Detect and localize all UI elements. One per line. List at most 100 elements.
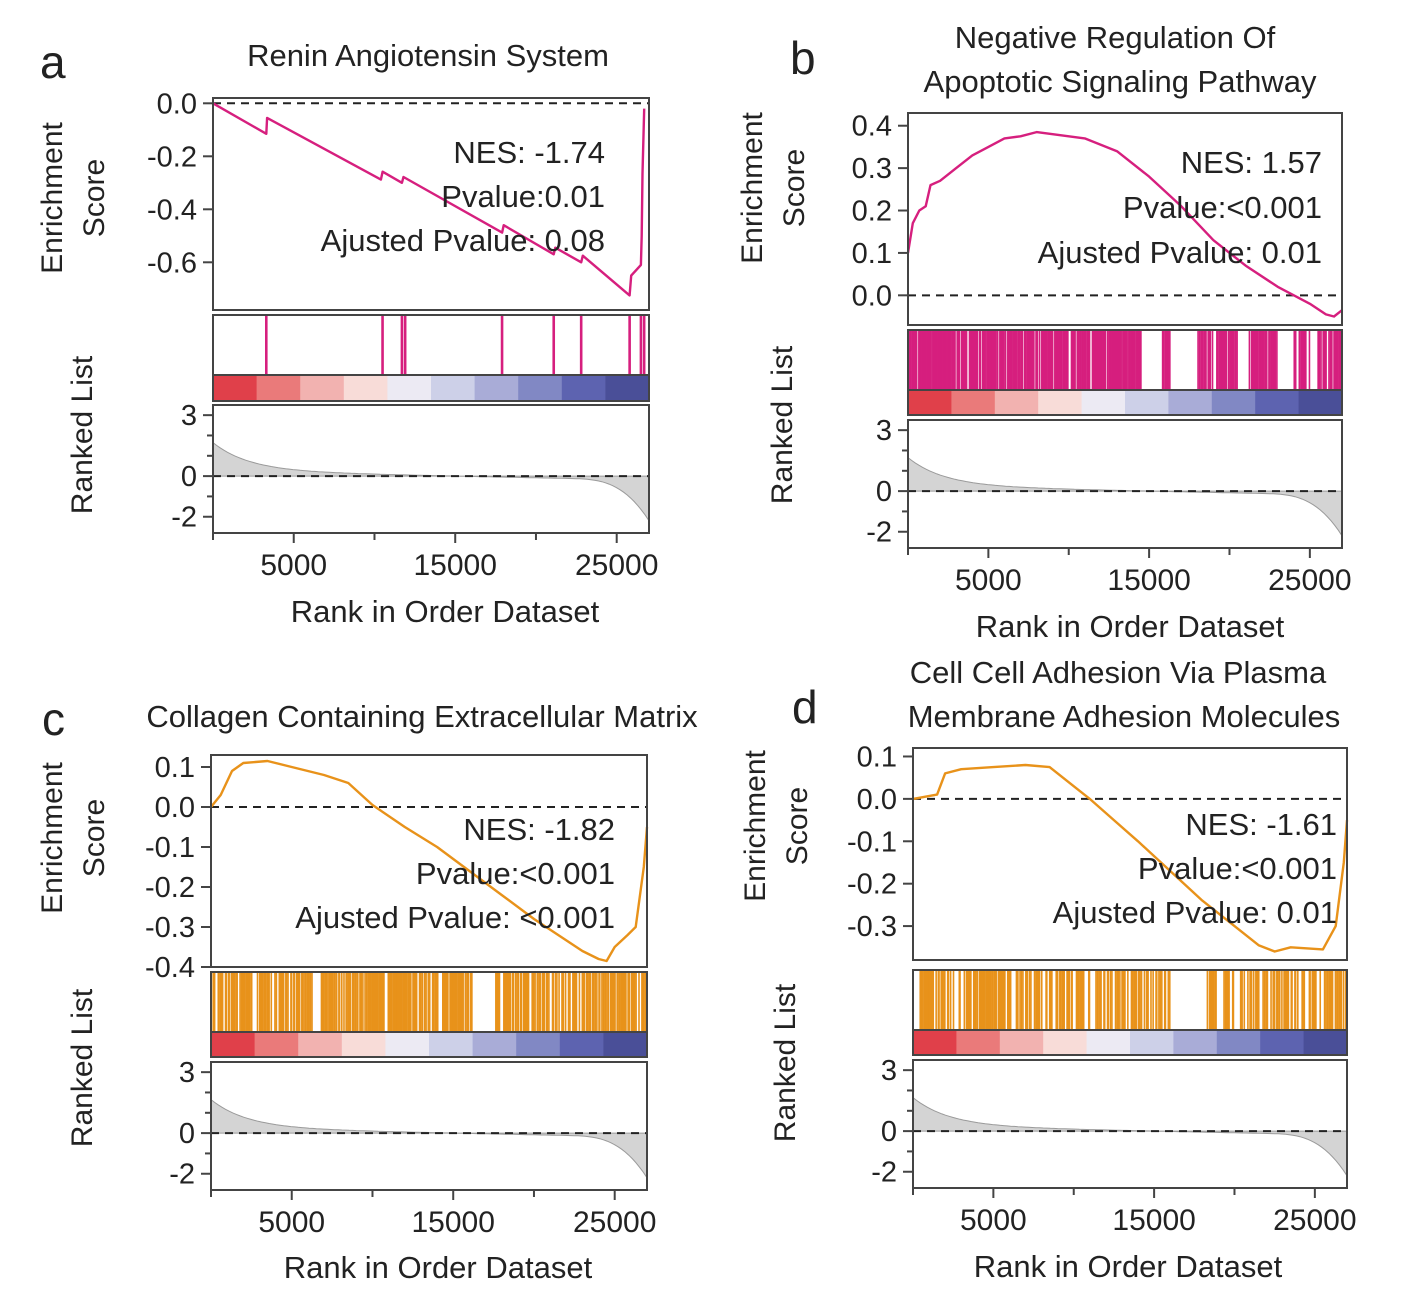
hit-track [907,329,1343,391]
enrichment-score-label: Score [778,149,811,227]
enrichment-plot: 0.1 0.0 -0.1 -0.2 -0.3 NES: -1.61 Pvalue:<0.00… [847,741,1349,961]
ranked-list-label: Ranked List [66,988,99,1147]
gradient-segment [1255,390,1300,415]
gradient-frame [210,1031,648,1058]
panel-letter: a [40,36,66,88]
y-tick-label: 0 [181,461,197,493]
y-tick-label: 0.0 [157,88,197,120]
ranked-metric-plot: 3 0 -2 5000 15000 25000 [871,1055,1356,1237]
plot-frame [912,747,1348,961]
gradient-segment [1216,1030,1261,1055]
x-axis-label: Rank in Order Dataset [284,1250,593,1285]
gradient-segment [951,390,996,415]
ranked-list-label: Ranked List [769,983,802,1142]
gradient-segment [474,375,519,401]
gradient-segment [559,1032,604,1057]
gradient-segment [561,375,606,401]
y-tick-label: 0.0 [852,280,892,312]
x-tick-label: 25000 [1273,1204,1356,1237]
ranked-metric-area [907,456,1343,538]
gradient-segment [387,375,432,401]
gradient-segment [254,1032,299,1057]
y-tick-label: -2 [171,502,197,534]
y-tick-label: -2 [866,517,892,549]
hit-track [912,969,1348,1031]
stat-pvalue: Pvalue:<0.001 [1138,851,1337,886]
y-tick-label: -0.2 [145,872,195,904]
gradient-segment [908,390,952,415]
enrichment-curve [212,102,646,297]
panel-letter: b [790,32,816,84]
enrichment-score-label: Enrichment [739,749,772,901]
stat-pvalue: Pvalue:<0.001 [1123,190,1322,225]
x-tick-label: 5000 [955,564,1022,597]
gradient-segment [1081,390,1126,415]
gradient-segment [999,1030,1044,1055]
gradient-segment [211,1032,256,1057]
y-tick-label: -0.2 [147,141,197,173]
y-tick-label: 0.1 [857,741,897,773]
stat-pvalue: Pvalue:<0.001 [416,856,615,891]
gradient-segment [431,375,476,401]
y-tick-label: 3 [181,400,197,432]
ranked-list-label: Ranked List [66,355,99,514]
enrichment-curve [210,759,649,963]
gradient-segment [603,1032,648,1057]
y-tick-label: -0.1 [847,826,897,858]
rank-gradient-bar [912,1029,1348,1056]
gradient-segment [213,375,258,401]
enrichment-score-label: Enrichment [36,121,69,273]
x-axis-label: Rank in Order Dataset [974,1249,1283,1284]
y-tick-label: -0.4 [145,952,195,984]
plot-frame [210,754,648,968]
y-tick-label: 0 [881,1116,897,1148]
plot-frame [212,97,650,311]
hit-track-bg [213,315,649,375]
gradient-segment [472,1032,517,1057]
x-tick-label: 15000 [414,549,497,582]
x-tick-label: 15000 [412,1206,495,1239]
enrichment-plot: 0.0 -0.2 -0.4 -0.6 NES: -1.74 Pvalue:0.01 Ajus… [147,88,650,311]
gradient-segment [1298,390,1343,415]
stat-nes: NES: -1.74 [453,135,605,170]
gradient-segment [1173,1030,1218,1055]
gradient-segment [1260,1030,1305,1055]
y-tick-label: -2 [169,1159,195,1191]
stat-adj: Ajusted Pvalue: 0.01 [1038,235,1322,270]
x-tick-label: 25000 [573,1206,656,1239]
y-tick-label: 0.3 [852,153,892,185]
y-tick-label: 0.4 [852,111,892,143]
hit-track [212,314,650,376]
x-tick-label: 15000 [1112,1204,1195,1237]
x-tick-label: 25000 [1268,564,1351,597]
hit-track [210,971,648,1033]
enrichment-curve [912,763,1349,953]
stat-adj: Ajusted Pvalue: <0.001 [295,900,615,935]
enrichment-score-label: Enrichment [736,111,769,263]
y-tick-label: -0.2 [847,869,897,901]
y-tick-label: 0.0 [857,784,897,816]
gradient-segment [256,375,301,401]
gradient-segment [429,1032,474,1057]
gradient-segment [1211,390,1256,415]
gradient-segment [343,375,388,401]
x-tick-label: 15000 [1107,564,1190,597]
stat-adj: Ajusted Pvalue: 0.08 [321,223,605,258]
y-tick-label: 0.1 [852,238,892,270]
panel-letter: c [42,693,65,745]
gradient-segment [1130,1030,1174,1055]
enrichment-plot: 0.4 0.3 0.2 0.1 0.0 NES: 1.57 Pvalue:<0.001 Aju… [852,111,1343,326]
y-tick-label: 0.2 [852,196,892,228]
stat-nes: NES: -1.61 [1185,807,1337,842]
plot-frame [912,1059,1348,1189]
y-tick-label: 0.0 [155,792,195,824]
y-tick-label: -2 [871,1157,897,1189]
gradient-frame [212,374,650,402]
y-tick-label: -0.3 [145,912,195,944]
panel-title: Membrane Adhesion Molecules [908,699,1341,734]
enrichment-score-label: Score [78,159,111,237]
y-tick-label: -0.6 [147,247,197,279]
ranked-metric-plot: 3 0 -2 5000 15000 25000 [169,1057,656,1239]
plot-frame [907,419,1343,549]
